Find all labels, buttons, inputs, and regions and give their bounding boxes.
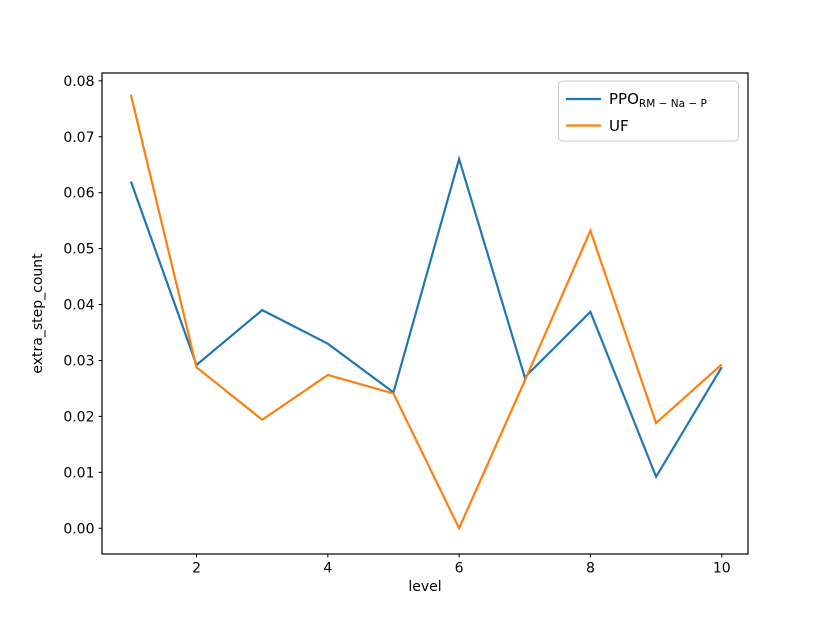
legend-label-uf: UF xyxy=(609,117,629,135)
series-line-uf xyxy=(129,94,723,531)
y-tick-label: 0.01 xyxy=(63,465,94,481)
x-tick-label: 6 xyxy=(455,561,464,577)
plot-area: 2 4 6 8 10 0.00 0.01 0.02 0.03 0.04 0.05 0.06 0.07 0.… xyxy=(63,72,749,577)
y-axis-label: extra_step_count xyxy=(30,253,46,374)
x-tick-label: 4 xyxy=(323,561,332,577)
axes-spines xyxy=(101,72,749,555)
x-tick-label: 2 xyxy=(192,561,201,577)
legend: PPORM − Na − P UF xyxy=(558,80,739,142)
y-tick-label: 0.02 xyxy=(63,409,94,425)
x-tick-label: 10 xyxy=(713,561,731,577)
y-tick-label: 0.06 xyxy=(63,186,94,202)
legend-box xyxy=(558,80,739,142)
x-axis-label: level xyxy=(408,579,441,595)
y-tick-label: 0.04 xyxy=(63,298,94,314)
y-tick-label: 0.05 xyxy=(63,242,94,258)
series-line-ppo-rm-na-p xyxy=(129,155,723,480)
y-tick-label: 0.00 xyxy=(63,521,94,537)
x-tick-label: 8 xyxy=(586,561,595,577)
y-tick-label: 0.07 xyxy=(63,130,94,146)
y-tick-label: 0.03 xyxy=(63,353,94,369)
legend-label-ppo: PPORM − Na − P xyxy=(609,90,707,110)
y-tick-label: 0.08 xyxy=(63,74,94,90)
